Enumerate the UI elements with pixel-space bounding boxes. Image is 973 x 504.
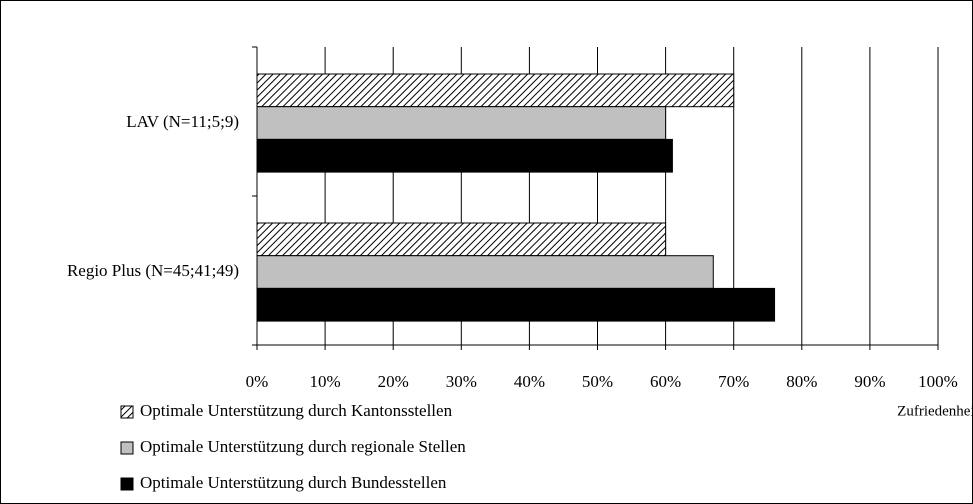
x-tick-label: 80% xyxy=(786,372,817,391)
y-tick-label: Regio Plus (N=45;41;49) xyxy=(67,261,239,280)
x-tick-label: 70% xyxy=(718,372,749,391)
legend-swatch xyxy=(120,405,134,419)
x-tick-label: 90% xyxy=(854,372,885,391)
y-tick-label: LAV (N=11;5;9) xyxy=(126,112,239,131)
bar xyxy=(256,138,673,173)
bar xyxy=(256,255,714,289)
bar xyxy=(256,106,667,140)
bar xyxy=(256,73,735,108)
legend-label: Optimale Unterstützung durch regionale S… xyxy=(140,437,466,456)
legend-label: Optimale Unterstützung durch Bundesstell… xyxy=(140,473,447,492)
bar xyxy=(256,287,776,322)
x-tick-label: 50% xyxy=(582,372,613,391)
x-tick-label: 100% xyxy=(918,372,958,391)
x-tick-label: 0% xyxy=(246,372,269,391)
x-tick-label: 20% xyxy=(378,372,409,391)
x-tick-label: 10% xyxy=(310,372,341,391)
x-tick-label: 40% xyxy=(514,372,545,391)
legend-swatch xyxy=(120,441,134,455)
x-tick-label: 60% xyxy=(650,372,681,391)
x-axis-label: Zufriedenheit xyxy=(897,403,973,419)
legend-swatch xyxy=(120,477,134,491)
x-tick-label: 30% xyxy=(446,372,477,391)
bar xyxy=(256,222,667,257)
legend-label: Optimale Unterstützung durch Kantonsstel… xyxy=(140,401,453,420)
